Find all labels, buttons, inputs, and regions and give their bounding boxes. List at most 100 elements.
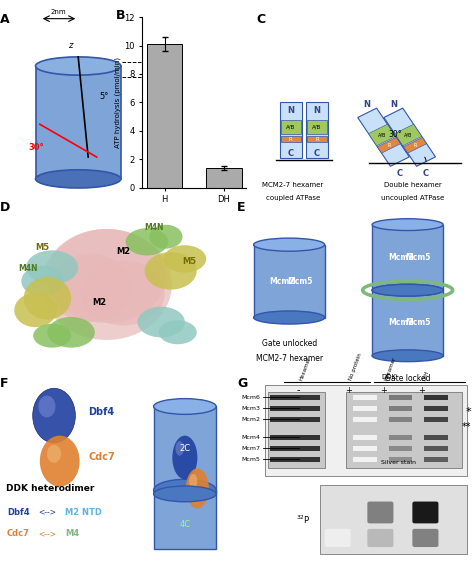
FancyBboxPatch shape <box>367 529 393 547</box>
Text: N: N <box>390 100 397 109</box>
Text: 30°: 30° <box>389 130 402 139</box>
Text: Double hexamer: Double hexamer <box>384 182 442 188</box>
Text: DDK heterodimer: DDK heterodimer <box>6 484 94 493</box>
Text: M2 NTD: M2 NTD <box>65 508 102 517</box>
FancyBboxPatch shape <box>424 417 448 422</box>
FancyBboxPatch shape <box>367 501 393 523</box>
FancyBboxPatch shape <box>389 395 412 400</box>
Text: z: z <box>68 41 73 50</box>
Circle shape <box>173 436 197 479</box>
Text: <-->: <--> <box>38 529 56 538</box>
Polygon shape <box>377 137 401 153</box>
FancyBboxPatch shape <box>280 101 302 158</box>
Text: Mcm4: Mcm4 <box>242 435 261 440</box>
Text: $^{32}$P: $^{32}$P <box>296 513 310 526</box>
Ellipse shape <box>33 324 71 348</box>
Text: Hexamer: Hexamer <box>299 356 312 381</box>
FancyBboxPatch shape <box>353 395 377 400</box>
Ellipse shape <box>14 293 57 327</box>
Ellipse shape <box>36 57 121 75</box>
Circle shape <box>189 474 197 488</box>
Ellipse shape <box>254 311 325 324</box>
Text: N: N <box>364 100 371 109</box>
FancyBboxPatch shape <box>353 406 377 411</box>
FancyBboxPatch shape <box>270 446 320 451</box>
Text: Mcm5: Mcm5 <box>287 277 312 286</box>
Text: M4: M4 <box>65 529 80 538</box>
FancyBboxPatch shape <box>36 66 121 179</box>
FancyBboxPatch shape <box>307 120 327 134</box>
Ellipse shape <box>26 250 78 284</box>
Text: **: ** <box>462 422 472 431</box>
Ellipse shape <box>149 225 182 249</box>
Text: F: F <box>0 377 9 390</box>
Ellipse shape <box>372 350 443 362</box>
Bar <box>206 168 242 188</box>
Text: MCM2-7 hexamer: MCM2-7 hexamer <box>255 354 323 363</box>
Text: Silver stain: Silver stain <box>381 460 416 465</box>
Text: No protein: No protein <box>348 352 363 381</box>
Text: M4N: M4N <box>144 223 164 232</box>
Text: Mcm2: Mcm2 <box>388 253 413 262</box>
FancyBboxPatch shape <box>281 120 301 134</box>
Text: A: A <box>0 13 9 26</box>
FancyBboxPatch shape <box>307 135 327 142</box>
Text: C: C <box>314 150 320 158</box>
Text: <-->: <--> <box>38 508 56 517</box>
FancyBboxPatch shape <box>353 457 377 461</box>
Text: 30°: 30° <box>28 143 44 152</box>
Ellipse shape <box>164 245 206 273</box>
Ellipse shape <box>47 317 95 348</box>
FancyBboxPatch shape <box>412 501 438 523</box>
FancyBboxPatch shape <box>270 417 320 422</box>
Text: Hexamer: Hexamer <box>384 356 397 381</box>
Text: A/B: A/B <box>286 125 295 130</box>
Text: Mcm3: Mcm3 <box>242 406 261 411</box>
FancyBboxPatch shape <box>154 490 216 549</box>
Text: Gate unlocked: Gate unlocked <box>262 339 317 348</box>
Text: +: + <box>345 386 352 394</box>
Ellipse shape <box>154 479 216 501</box>
FancyBboxPatch shape <box>424 395 448 400</box>
Text: A/B: A/B <box>312 125 322 130</box>
Text: R: R <box>289 137 293 142</box>
FancyBboxPatch shape <box>372 225 443 290</box>
FancyBboxPatch shape <box>325 529 351 547</box>
FancyBboxPatch shape <box>270 406 320 411</box>
Ellipse shape <box>49 254 131 322</box>
Circle shape <box>175 441 184 456</box>
FancyBboxPatch shape <box>320 485 467 554</box>
Ellipse shape <box>159 320 197 344</box>
FancyBboxPatch shape <box>268 392 325 468</box>
Text: C: C <box>256 13 265 26</box>
Y-axis label: ATP hydrolysis (pmol/min): ATP hydrolysis (pmol/min) <box>115 57 121 148</box>
Circle shape <box>38 395 55 418</box>
Ellipse shape <box>154 486 216 502</box>
FancyBboxPatch shape <box>389 446 412 451</box>
FancyBboxPatch shape <box>424 446 448 451</box>
Ellipse shape <box>254 238 325 251</box>
FancyBboxPatch shape <box>265 385 467 476</box>
Text: R: R <box>315 137 319 142</box>
Ellipse shape <box>126 228 168 255</box>
Text: DDK: DDK <box>381 374 396 380</box>
Text: R: R <box>413 143 417 148</box>
Polygon shape <box>358 108 410 166</box>
FancyBboxPatch shape <box>424 457 448 461</box>
FancyBboxPatch shape <box>346 392 462 468</box>
Text: Mcm2: Mcm2 <box>242 417 261 422</box>
Text: C: C <box>397 169 403 178</box>
Ellipse shape <box>372 218 443 230</box>
Text: Cdc7: Cdc7 <box>88 452 115 463</box>
Ellipse shape <box>21 266 64 296</box>
Polygon shape <box>368 124 396 146</box>
Polygon shape <box>403 137 427 153</box>
FancyBboxPatch shape <box>270 435 320 440</box>
Text: N: N <box>287 106 294 115</box>
Text: 2C: 2C <box>179 444 191 453</box>
Bar <box>147 44 182 188</box>
Polygon shape <box>384 108 436 166</box>
FancyBboxPatch shape <box>353 435 377 440</box>
FancyBboxPatch shape <box>389 435 412 440</box>
FancyBboxPatch shape <box>306 101 328 158</box>
